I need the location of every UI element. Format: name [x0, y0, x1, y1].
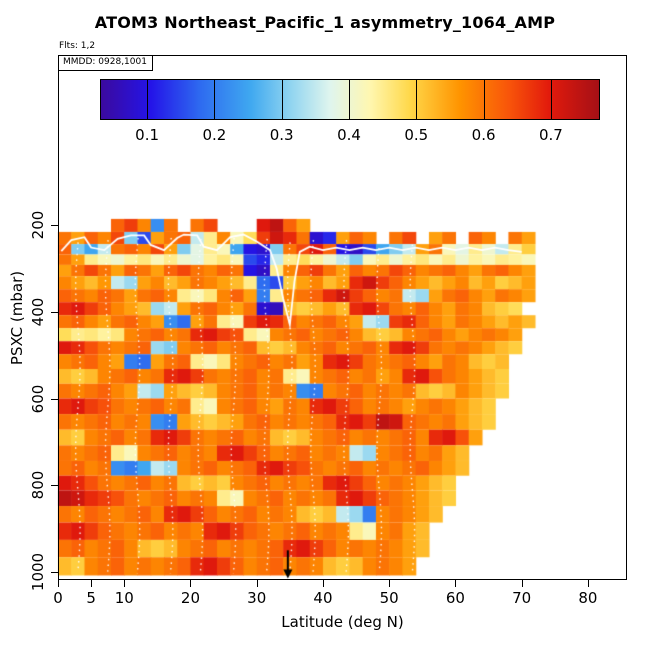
chart-title: ATOM3 Northeast_Pacific_1 asymmetry_1064… [94, 13, 556, 32]
x-tick-mark [455, 580, 457, 587]
x-tick-mark [91, 580, 93, 587]
x-tick-label: 80 [578, 589, 598, 607]
colorbar-tick-mark [416, 80, 418, 119]
y-tick-label: 600 [29, 384, 47, 413]
y-tick-label: 200 [29, 210, 47, 240]
colorbar-tick-label: 0.2 [202, 126, 227, 144]
colorbar-tick-mark [483, 80, 485, 119]
x-tick-label: 40 [313, 589, 333, 607]
x-tick-label: 5 [86, 589, 96, 607]
colorbar-tick-label: 0.7 [538, 126, 563, 144]
flights-label: Flts: 1,2 [59, 41, 96, 51]
colorbar-tick-label: 0.5 [404, 126, 429, 144]
colorbar [100, 79, 600, 120]
y-tick-mark [51, 311, 58, 313]
legend-box: MMDD: 0928,1001 [58, 55, 153, 71]
x-tick-label: 20 [180, 589, 201, 607]
colorbar-tick-mark [147, 80, 149, 119]
y-tick-mark [51, 398, 58, 400]
colorbar-tick-mark [281, 80, 283, 119]
x-tick-label: 60 [445, 589, 465, 607]
x-tick-mark [521, 580, 523, 587]
colorbar-tick-mark [214, 80, 216, 119]
y-tick-mark [51, 485, 58, 487]
x-tick-mark [389, 580, 391, 587]
x-tick-label: 10 [114, 589, 134, 607]
x-tick-mark [190, 580, 192, 587]
colorbar-tick-label: 0.6 [471, 126, 496, 144]
colorbar-tick-label: 0.3 [269, 126, 294, 144]
x-tick-label: 0 [53, 589, 63, 607]
x-axis-label: Latitude (deg N) [281, 613, 404, 631]
x-tick-label: 70 [512, 589, 532, 607]
colorbar-tick-mark [349, 80, 350, 119]
y-tick-label: 400 [29, 297, 47, 327]
y-tick-label: 800 [29, 470, 47, 500]
y-tick-mark [51, 572, 58, 573]
colorbar-tick-mark [550, 80, 552, 119]
x-tick-mark [58, 580, 59, 587]
x-tick-mark [587, 580, 589, 587]
colorbar-tick-label: 0.1 [135, 126, 160, 144]
y-tick-mark [51, 225, 58, 226]
colorbar-tick-label: 0.4 [337, 126, 361, 144]
x-tick-label: 50 [379, 589, 399, 607]
y-tick-label: 1000 [29, 552, 47, 592]
x-tick-mark [124, 580, 126, 587]
x-tick-label: 30 [247, 589, 267, 607]
y-axis-label: PSXC (mbar) [8, 270, 26, 366]
x-tick-mark [256, 580, 258, 587]
x-tick-mark [322, 580, 324, 587]
